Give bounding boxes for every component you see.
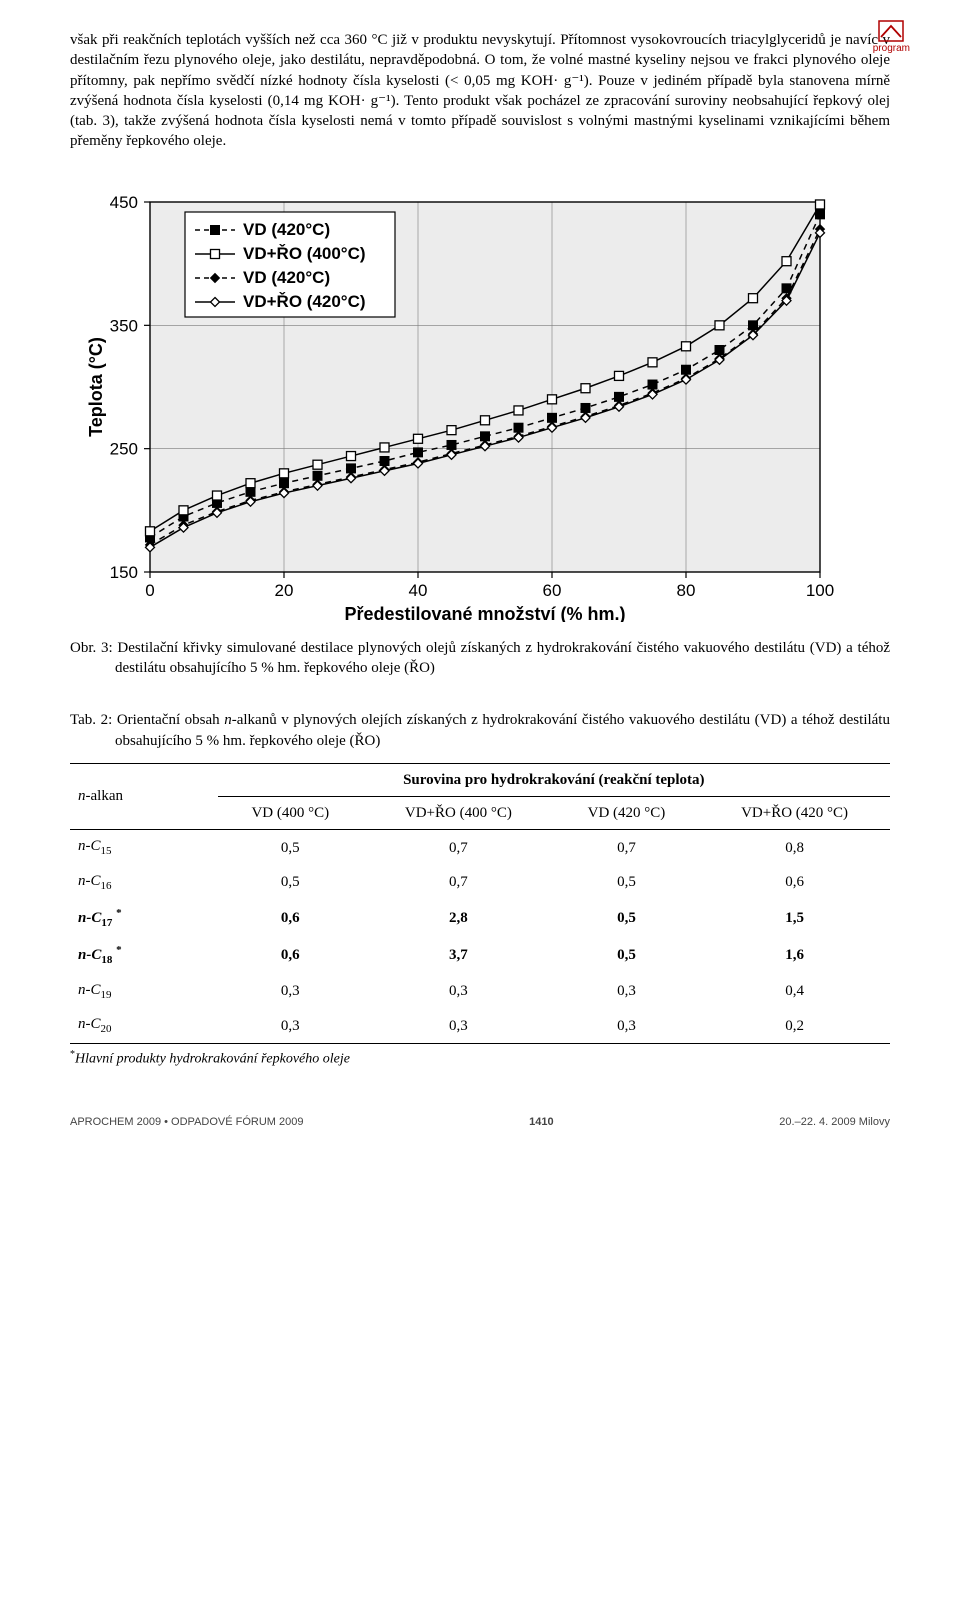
svg-text:40: 40 (409, 581, 428, 600)
table-caption: Tab. 2: Orientační obsah n-alkanů v plyn… (70, 710, 890, 751)
svg-text:Teplota (°C): Teplota (°C) (86, 337, 106, 437)
svg-text:150: 150 (110, 563, 138, 582)
footer-left: APROCHEM 2009 • ODPADOVÉ FÓRUM 2009 (70, 1115, 304, 1130)
svg-text:350: 350 (110, 316, 138, 335)
program-icon: program (873, 20, 910, 56)
table-footnote: *Hlavní produkty hydrokrakování řepkovéh… (70, 1048, 890, 1070)
page-footer: APROCHEM 2009 • ODPADOVÉ FÓRUM 2009 1410… (70, 1115, 890, 1130)
svg-text:450: 450 (110, 193, 138, 212)
footer-mid: 1410 (529, 1115, 553, 1130)
n-alkan-table: n-alkan Surovina pro hydrokrakování (rea… (70, 763, 890, 1045)
svg-text:VD+ŘO (420°C): VD+ŘO (420°C) (243, 292, 366, 311)
svg-text:60: 60 (543, 581, 562, 600)
svg-text:VD (420°C): VD (420°C) (243, 268, 330, 287)
svg-text:Předestilované množství (% hm.: Předestilované množství (% hm.) (344, 604, 625, 622)
svg-text:250: 250 (110, 439, 138, 458)
footer-right: 20.–22. 4. 2009 Milovy (779, 1115, 890, 1130)
figure-caption: Obr. 3: Destilační křivky simulované des… (70, 638, 890, 679)
svg-text:100: 100 (806, 581, 834, 600)
distillation-chart: 0 20 40 60 80 100 150 250 350 450 Předestilované m… (70, 182, 890, 628)
svg-text:0: 0 (145, 581, 154, 600)
svg-text:80: 80 (677, 581, 696, 600)
svg-text:VD+ŘO (400°C): VD+ŘO (400°C) (243, 244, 366, 263)
body-paragraph: však při reakčních teplotách vyšších než… (70, 30, 890, 152)
svg-text:20: 20 (275, 581, 294, 600)
program-icon-label: program (873, 43, 910, 54)
svg-text:VD (420°C): VD (420°C) (243, 220, 330, 239)
